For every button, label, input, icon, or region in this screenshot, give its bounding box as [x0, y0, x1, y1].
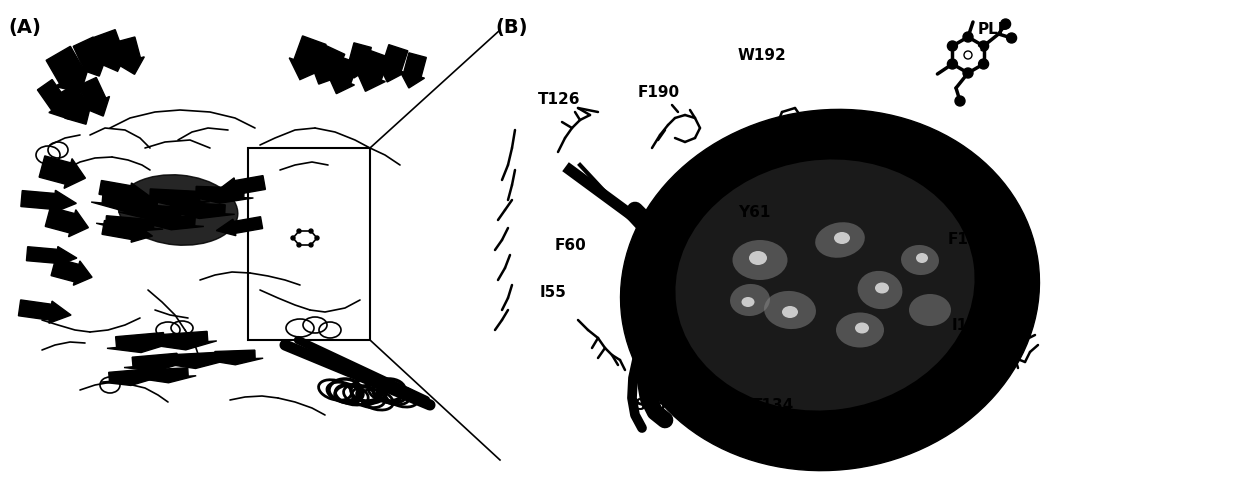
Polygon shape: [124, 353, 187, 371]
Polygon shape: [207, 350, 263, 365]
Text: M122: M122: [802, 430, 849, 445]
Polygon shape: [378, 45, 408, 82]
Polygon shape: [102, 369, 160, 385]
Circle shape: [963, 68, 973, 78]
Circle shape: [979, 59, 989, 69]
Circle shape: [964, 51, 973, 59]
Circle shape: [979, 41, 989, 51]
Ellipse shape: [732, 240, 788, 280]
Polygon shape: [166, 352, 224, 368]
Ellipse shape: [675, 159, 975, 411]
Circle shape: [1006, 33, 1016, 43]
Text: I55: I55: [540, 285, 567, 300]
Ellipse shape: [901, 245, 939, 275]
Polygon shape: [119, 204, 191, 221]
Ellipse shape: [118, 175, 238, 245]
Polygon shape: [346, 43, 372, 78]
Circle shape: [971, 47, 980, 54]
Ellipse shape: [741, 297, 755, 307]
Text: Q155: Q155: [948, 368, 992, 383]
Circle shape: [291, 236, 295, 240]
Circle shape: [948, 41, 958, 51]
Text: (A): (A): [7, 18, 41, 37]
Polygon shape: [357, 50, 389, 91]
Circle shape: [955, 96, 965, 106]
Polygon shape: [107, 332, 173, 352]
Text: G224: G224: [945, 188, 990, 203]
Circle shape: [948, 59, 958, 69]
Circle shape: [297, 229, 301, 233]
Ellipse shape: [621, 109, 1040, 470]
Polygon shape: [46, 207, 88, 237]
Polygon shape: [217, 217, 263, 236]
Ellipse shape: [764, 291, 817, 329]
Polygon shape: [140, 214, 204, 230]
Polygon shape: [289, 36, 326, 80]
Polygon shape: [92, 192, 167, 212]
Ellipse shape: [857, 271, 902, 309]
Ellipse shape: [909, 294, 952, 326]
Text: W192: W192: [738, 48, 787, 63]
Text: F190: F190: [638, 85, 680, 100]
Text: F136: F136: [948, 232, 990, 247]
Ellipse shape: [916, 253, 928, 263]
Circle shape: [309, 243, 313, 247]
Ellipse shape: [750, 251, 767, 265]
Polygon shape: [140, 189, 209, 206]
Polygon shape: [40, 156, 85, 189]
Text: PLP: PLP: [978, 22, 1010, 37]
Polygon shape: [57, 84, 92, 124]
Ellipse shape: [855, 323, 869, 333]
Polygon shape: [102, 221, 152, 242]
Circle shape: [297, 243, 301, 247]
Polygon shape: [311, 45, 344, 84]
Ellipse shape: [782, 306, 798, 318]
Polygon shape: [26, 246, 77, 266]
Ellipse shape: [834, 232, 850, 244]
Circle shape: [963, 32, 973, 42]
Polygon shape: [186, 186, 254, 203]
Polygon shape: [154, 331, 217, 350]
Text: F60: F60: [555, 238, 587, 253]
Polygon shape: [99, 180, 150, 202]
Polygon shape: [19, 300, 71, 323]
Polygon shape: [115, 37, 144, 74]
Text: I157: I157: [952, 318, 990, 333]
Text: Y61: Y61: [738, 205, 771, 220]
Text: T134: T134: [752, 398, 794, 413]
Polygon shape: [78, 77, 109, 116]
Ellipse shape: [730, 284, 769, 316]
Polygon shape: [73, 37, 107, 76]
Circle shape: [1001, 19, 1011, 29]
Polygon shape: [400, 53, 426, 88]
Polygon shape: [217, 175, 265, 197]
Text: S150: S150: [636, 398, 678, 413]
Polygon shape: [140, 368, 196, 383]
Ellipse shape: [815, 222, 865, 258]
Polygon shape: [51, 258, 92, 285]
Polygon shape: [97, 216, 164, 232]
Polygon shape: [328, 56, 358, 94]
Circle shape: [309, 229, 313, 233]
Polygon shape: [21, 191, 77, 212]
Ellipse shape: [836, 312, 883, 347]
Polygon shape: [46, 46, 89, 92]
Text: T126: T126: [538, 92, 581, 107]
Polygon shape: [93, 30, 128, 71]
Polygon shape: [165, 202, 234, 219]
Polygon shape: [37, 80, 69, 119]
Bar: [248, 148, 370, 340]
Ellipse shape: [875, 282, 890, 294]
Text: (B): (B): [496, 18, 528, 37]
Circle shape: [315, 236, 318, 240]
